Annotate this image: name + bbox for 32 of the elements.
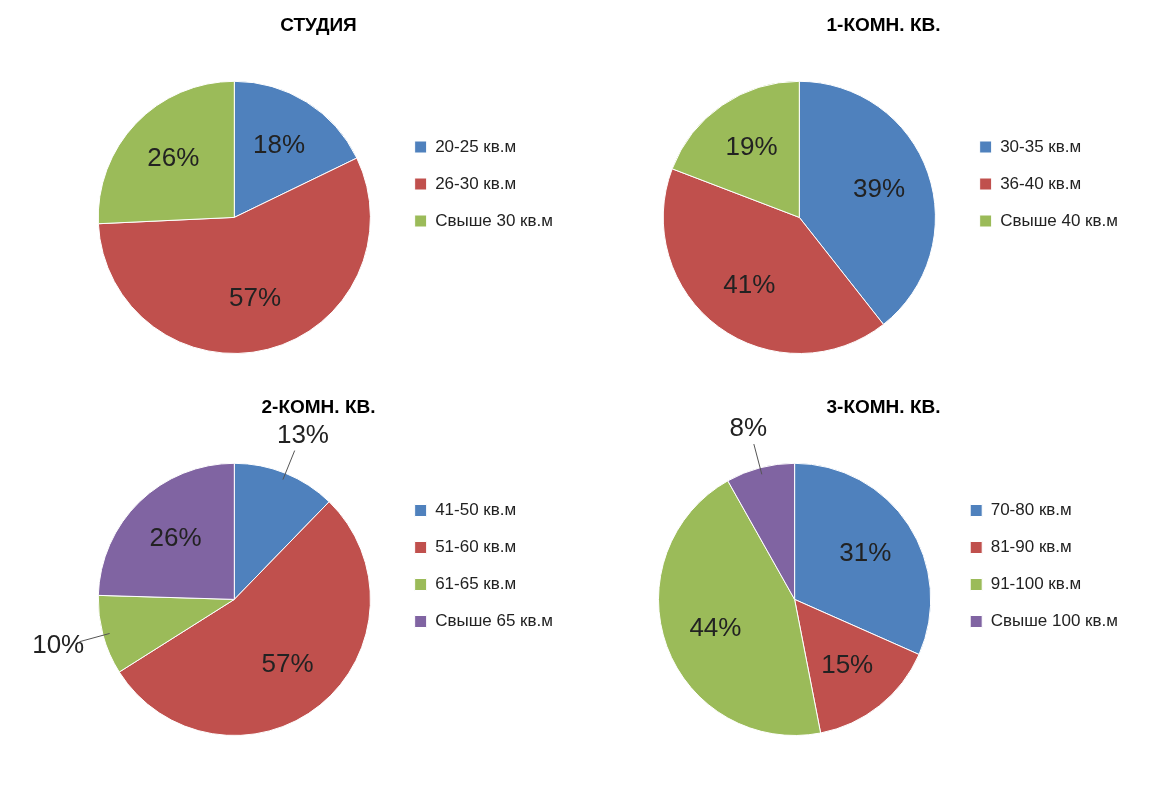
legend-label: Свыше 100 кв.м [990, 611, 1118, 631]
legend-label: Свыше 40 кв.м [1000, 210, 1118, 230]
legend-label: 30-35 кв.м [1000, 136, 1082, 156]
legend-label: 91-100 кв.м [990, 574, 1082, 594]
data-label: 39% [853, 172, 906, 203]
legend-label: 51-60 кв.м [435, 537, 517, 557]
legend-label: Свыше 30 кв.м [435, 210, 553, 230]
chart-title: 2-КОМН. КВ. [261, 395, 376, 417]
data-label: 18% [253, 129, 306, 160]
legend-label: 36-40 кв.м [1000, 173, 1082, 193]
chart-title: СТУДИЯ [280, 13, 357, 35]
chart-title: 3-КОМН. КВ. [826, 395, 941, 417]
data-label: 15% [821, 648, 874, 679]
legend-label: 81-90 кв.м [990, 537, 1072, 557]
legend-label: 20-25 кв.м [435, 136, 517, 156]
data-label: 26% [147, 142, 200, 173]
data-label: 13% [276, 418, 329, 449]
chart-title: 1-КОМН. КВ. [826, 13, 941, 35]
legend-label: Свыше 65 кв.м [435, 611, 553, 631]
legend-label: 41-50 кв.м [435, 500, 517, 520]
data-label: 8% [729, 411, 768, 442]
data-label: 10% [32, 629, 85, 660]
data-label: 31% [839, 536, 892, 567]
data-label: 26% [149, 522, 202, 553]
legend-label: 61-65 кв.м [435, 574, 517, 594]
data-label: 57% [229, 282, 282, 313]
data-label: 41% [723, 268, 776, 299]
legend-label: 26-30 кв.м [435, 173, 517, 193]
data-label: 57% [261, 648, 314, 679]
legend-label: 70-80 кв.м [990, 500, 1072, 520]
data-label: 44% [689, 611, 742, 642]
data-label: 19% [725, 131, 778, 162]
